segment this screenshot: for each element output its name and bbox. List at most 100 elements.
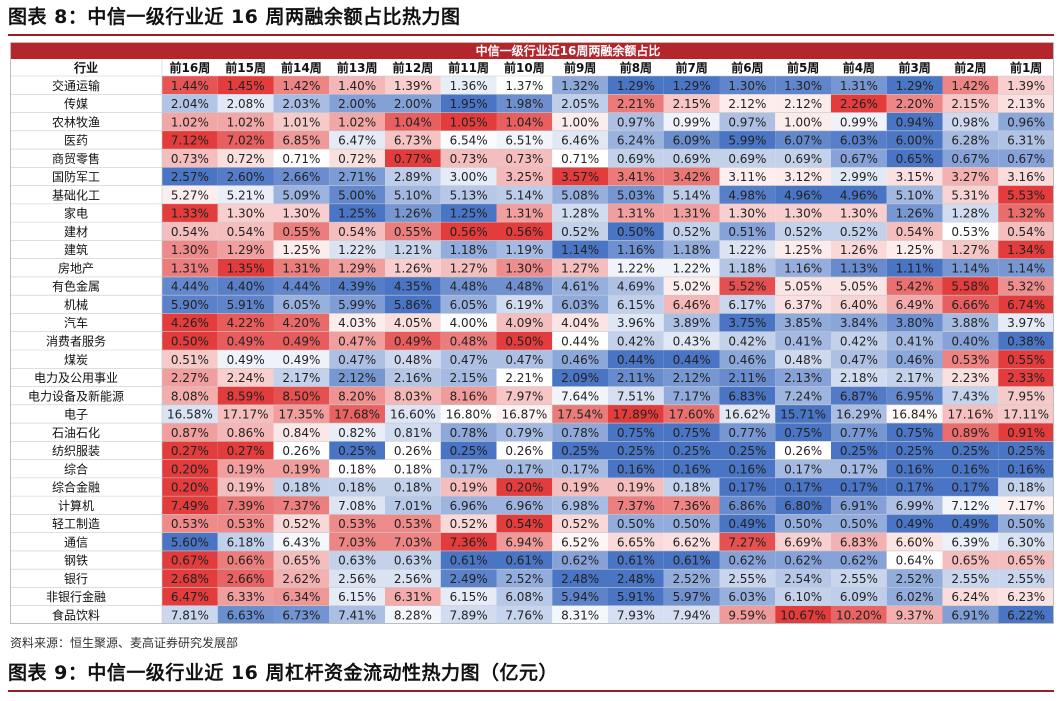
heat-cell [998, 532, 1054, 551]
heat-cell [663, 386, 720, 405]
heat-cell [385, 331, 441, 350]
cell-value: 0.69% [617, 152, 655, 166]
cell-value: 0.17% [561, 462, 599, 476]
heat-cell [608, 441, 664, 460]
cell-value: 2.12% [338, 371, 376, 385]
heat-cell [162, 185, 218, 204]
heat-cell [608, 550, 664, 570]
column-header: 前11周 [448, 60, 489, 75]
heat-cell [273, 550, 330, 570]
heat-cell [886, 368, 943, 387]
cell-value: 6.09% [673, 134, 711, 148]
heat-cell [775, 423, 831, 442]
heat-cell [440, 404, 497, 424]
cell-value: 1.00% [784, 115, 822, 129]
heat-cell [162, 240, 218, 259]
cell-value: 6.03% [840, 134, 878, 148]
heat-cell [998, 459, 1054, 478]
cell-value: 3.84% [840, 316, 878, 330]
heat-cell [217, 295, 274, 314]
cell-value: 2.60% [227, 170, 265, 184]
heat-cell [385, 203, 441, 223]
heat-cell [719, 605, 776, 624]
heat-cell [831, 423, 887, 442]
heat-cell [385, 368, 441, 387]
row-label: 商贸零售 [52, 151, 100, 166]
cell-value: 0.53% [951, 225, 989, 239]
heat-cell [831, 149, 887, 168]
heat-cell [273, 386, 330, 405]
cell-value: 0.84% [282, 426, 320, 440]
heat-cell [998, 149, 1054, 168]
cell-value: 2.89% [394, 170, 432, 184]
heat-cell [329, 203, 385, 223]
cell-value: 1.22% [728, 243, 766, 257]
heat-cell [663, 295, 720, 314]
cell-value: 7.49% [171, 499, 209, 513]
row-label-cell [10, 258, 162, 277]
cell-value: 6.91% [840, 499, 878, 513]
heat-cell [496, 258, 553, 277]
cell-value: 0.62% [840, 554, 878, 568]
cell-value: 4.48% [505, 280, 543, 294]
cell-value: 0.51% [171, 353, 209, 367]
heat-cell [552, 532, 608, 551]
cell-value: 1.11% [896, 261, 934, 275]
cell-value: 7.93% [617, 609, 655, 623]
heat-cell [496, 240, 553, 259]
heat-cell [775, 496, 831, 515]
heat-cell [775, 185, 831, 204]
cell-value: 6.99% [896, 499, 934, 513]
heat-cell [998, 185, 1054, 204]
heat-cell [496, 368, 553, 387]
cell-value: 15.71% [780, 408, 826, 422]
cell-value: 1.02% [227, 115, 265, 129]
cell-value: 1.05% [450, 115, 488, 129]
heat-cell [775, 368, 831, 387]
heat-cell [831, 112, 887, 131]
cell-value: 2.49% [450, 572, 488, 586]
cell-value: 2.16% [394, 371, 432, 385]
cell-value: 1.14% [951, 261, 989, 275]
cell-value: 4.40% [227, 280, 265, 294]
heat-cell [552, 368, 608, 387]
cell-value: 6.19% [505, 298, 543, 312]
cell-value: 0.67% [840, 152, 878, 166]
cell-value: 2.21% [617, 97, 655, 111]
heat-cell [329, 587, 385, 606]
heat-cell [886, 532, 943, 551]
heat-cell [552, 167, 608, 186]
cell-value: 0.77% [728, 426, 766, 440]
cell-value: 1.18% [450, 243, 488, 257]
column-header: 前2周 [954, 60, 986, 75]
heat-cell [217, 203, 274, 223]
cell-value: 5.99% [338, 298, 376, 312]
heat-cell [719, 587, 776, 606]
cell-value: 5.97% [673, 590, 711, 604]
cell-value: 5.05% [840, 280, 878, 294]
heat-cell [998, 423, 1054, 442]
cell-value: 4.44% [282, 280, 320, 294]
cell-value: 9.37% [896, 609, 934, 623]
cell-value: 3.41% [617, 170, 655, 184]
cell-value: 1.22% [338, 243, 376, 257]
cell-value: 4.00% [450, 316, 488, 330]
cell-value: 0.99% [673, 115, 711, 129]
cell-value: 2.12% [784, 97, 822, 111]
heat-cell [998, 331, 1054, 350]
heat-cell [385, 167, 441, 186]
column-header: 前7周 [675, 60, 707, 75]
cell-value: 0.63% [394, 554, 432, 568]
cell-value: 0.69% [784, 152, 822, 166]
cell-value: 0.77% [840, 426, 878, 440]
cell-value: 7.12% [171, 134, 209, 148]
heat-cell [273, 368, 330, 387]
cell-value: 3.96% [617, 316, 655, 330]
heat-cell [162, 423, 218, 442]
cell-value: 0.54% [171, 225, 209, 239]
cell-value: 0.42% [617, 335, 655, 349]
cell-value: 7.27% [728, 535, 766, 549]
cell-value: 7.89% [450, 609, 488, 623]
heat-cell [385, 532, 441, 551]
heat-cell [440, 313, 497, 332]
